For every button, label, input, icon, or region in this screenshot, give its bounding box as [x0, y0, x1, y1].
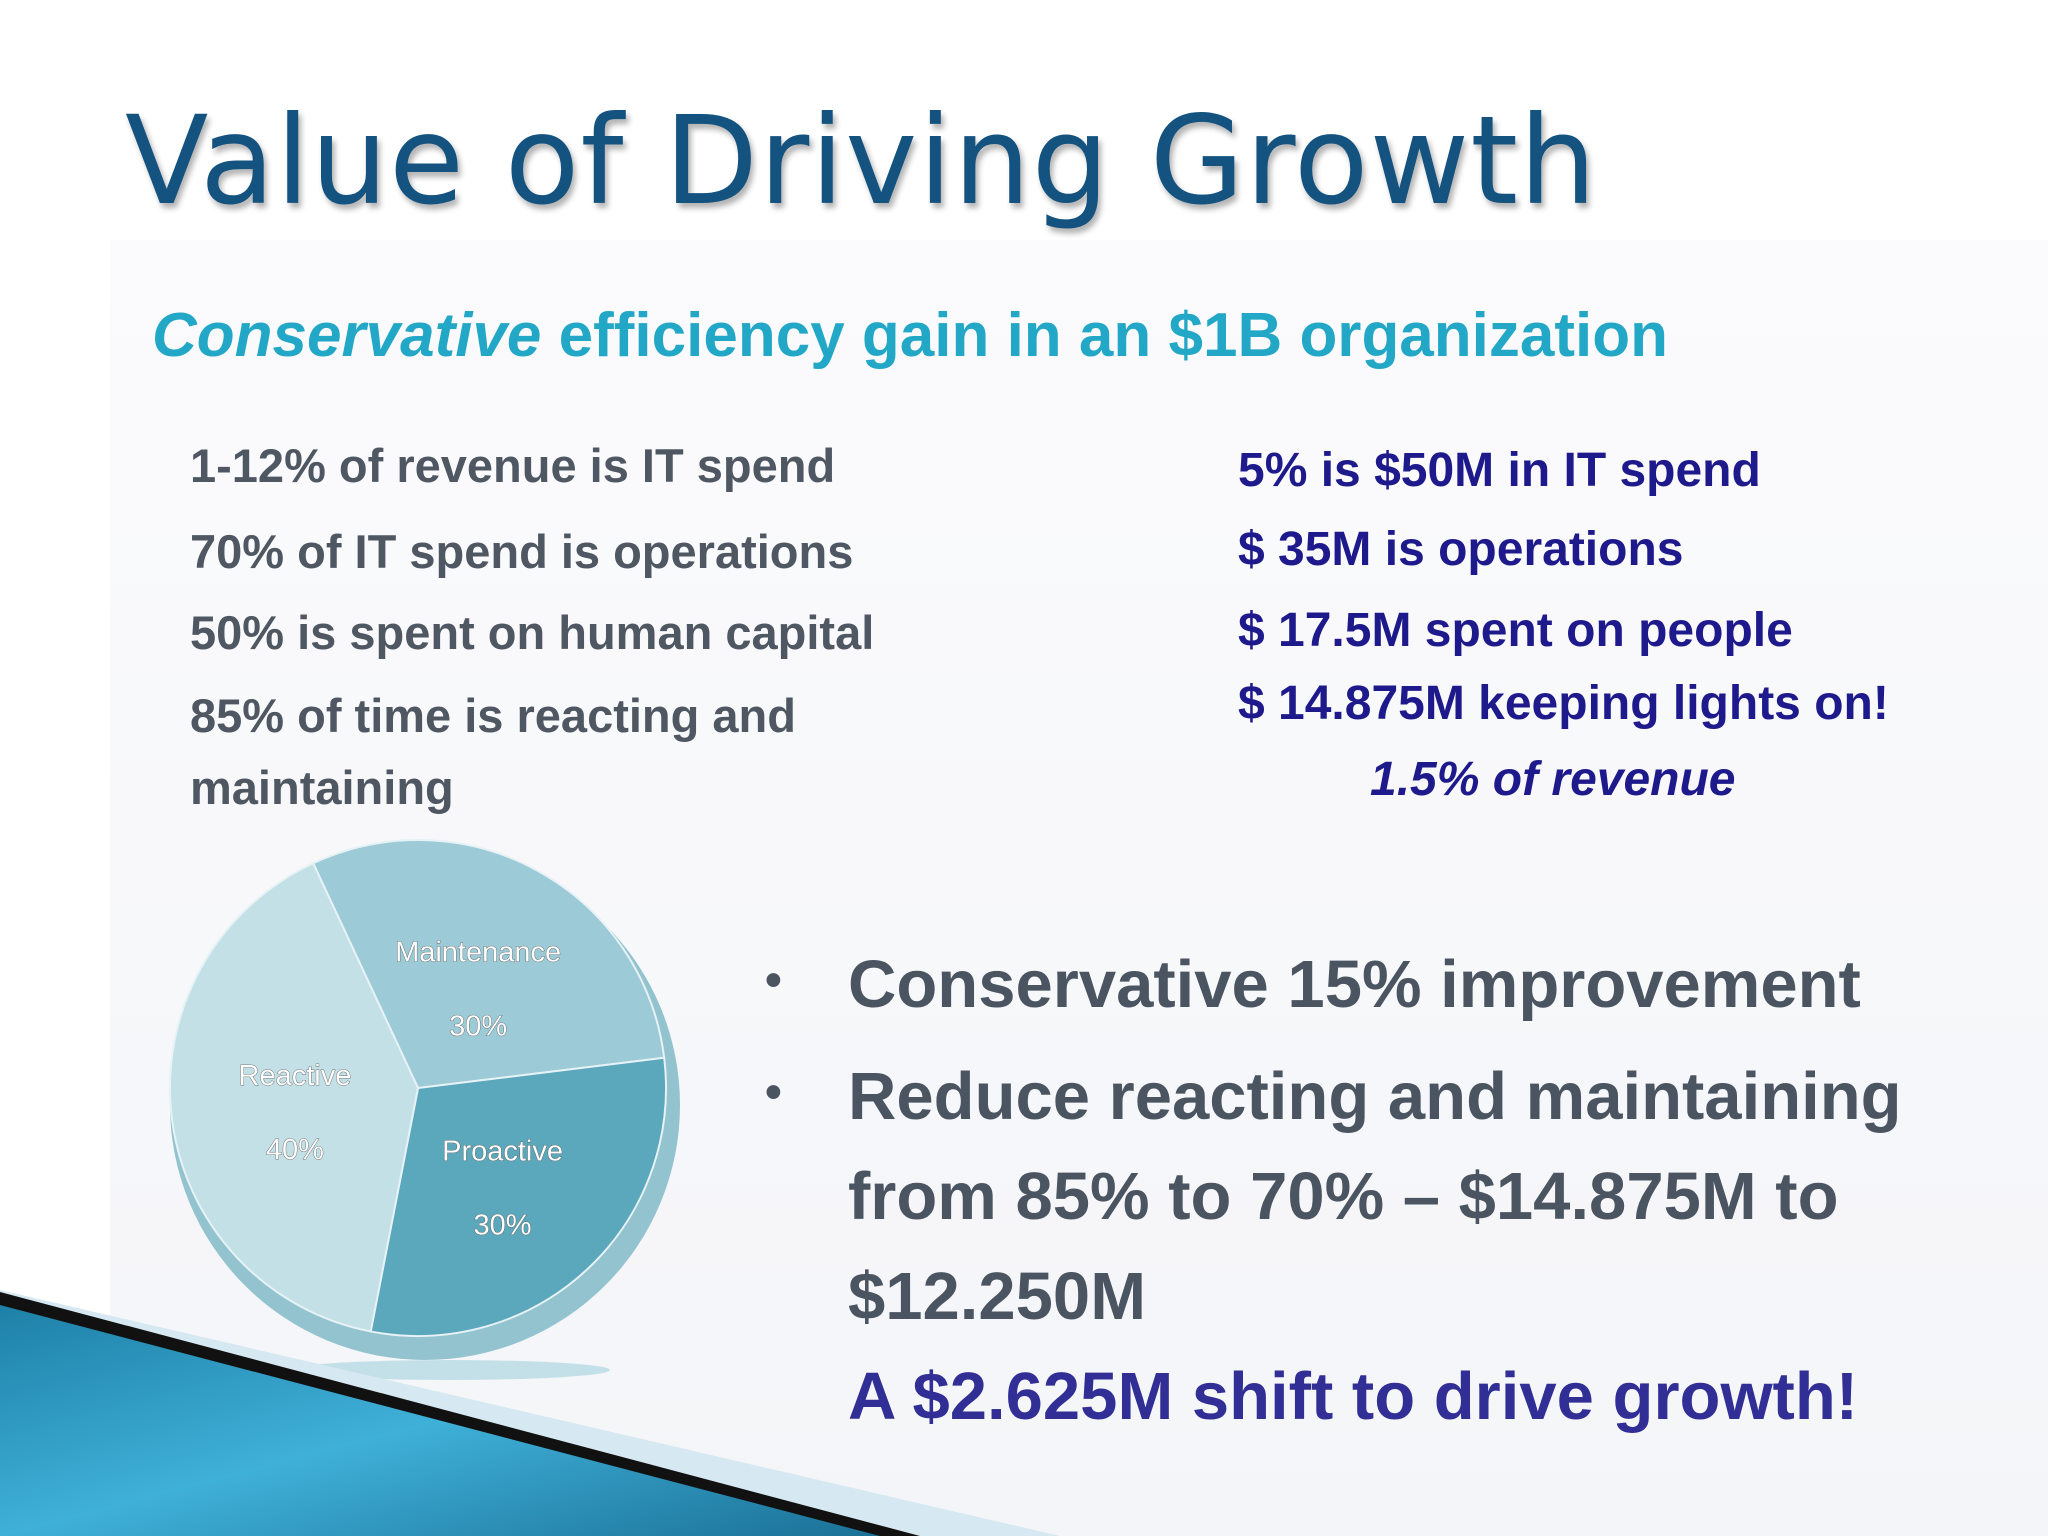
- right-stat-lights-on: $ 14.875M keeping lights on!: [1238, 677, 1889, 730]
- bullet-line: from 85% to 70% – $14.875M to: [848, 1159, 1839, 1234]
- pie-slices: [169, 839, 667, 1337]
- bullet-text-improvement: Conservative 15% improvement: [848, 947, 1861, 1022]
- left-stat-reacting: 85% of time is reacting and: [190, 689, 796, 742]
- subtitle-text: efficiency gain in an $1B organization: [541, 301, 1668, 370]
- bullet-list: • Conservative 15% improvement • Reduce …: [765, 935, 2025, 1459]
- pie-value-reactive: 40%: [266, 1134, 324, 1166]
- pie-value-proactive: 30%: [474, 1210, 532, 1242]
- pie-label-maintenance: Maintenance: [395, 937, 561, 969]
- bullet-marker: •: [765, 1066, 782, 1119]
- pie-labels: Maintenance 30% Proactive 30% Reactive 40%: [238, 936, 563, 1242]
- pie-slice-maintenance: [311, 839, 666, 1090]
- right-stat-people: $ 17.5M spent on people: [1238, 604, 1793, 657]
- left-stat-human-capital: 50% is spent on human capital: [190, 606, 875, 659]
- right-stat-operations: $ 35M is operations: [1238, 523, 1684, 576]
- bullet-marker: •: [765, 954, 782, 1007]
- subtitle-emphasis: Conservative: [152, 301, 542, 370]
- left-stat-it-spend: 1-12% of revenue is IT spend: [190, 439, 836, 492]
- slide-title: Value of Driving Growth: [125, 90, 1598, 232]
- left-stat-maintaining: maintaining: [190, 761, 454, 814]
- left-stat-operations: 70% of IT spend is operations: [190, 525, 854, 578]
- bullet-line: $12.250M: [848, 1259, 1146, 1334]
- slide-subtitle: Conservative efficiency gain in an $1B o…: [152, 300, 1668, 371]
- pie-label-proactive: Proactive: [442, 1136, 563, 1168]
- pie-shadow: [290, 1360, 610, 1380]
- bullet-highlight: A $2.625M shift to drive growth!: [848, 1359, 1859, 1434]
- pie-chart-svg: Maintenance 30% Proactive 30% Reactive 40%: [169, 839, 680, 1380]
- bullet-item-reduce: • Reduce reacting and maintaining from 8…: [765, 1047, 2025, 1447]
- pie-value-maintenance: 30%: [449, 1011, 507, 1043]
- bullet-line: Reduce reacting and maintaining: [848, 1059, 1902, 1134]
- right-stat-revenue-share: 1.5% of revenue: [1370, 753, 1736, 806]
- bullet-item-improvement: • Conservative 15% improvement: [765, 935, 2025, 1035]
- right-stat-it-spend: 5% is $50M in IT spend: [1238, 444, 1761, 497]
- pie-label-reactive: Reactive: [239, 1060, 352, 1092]
- pie-chart: Maintenance 30% Proactive 30% Reactive 40%: [150, 830, 710, 1390]
